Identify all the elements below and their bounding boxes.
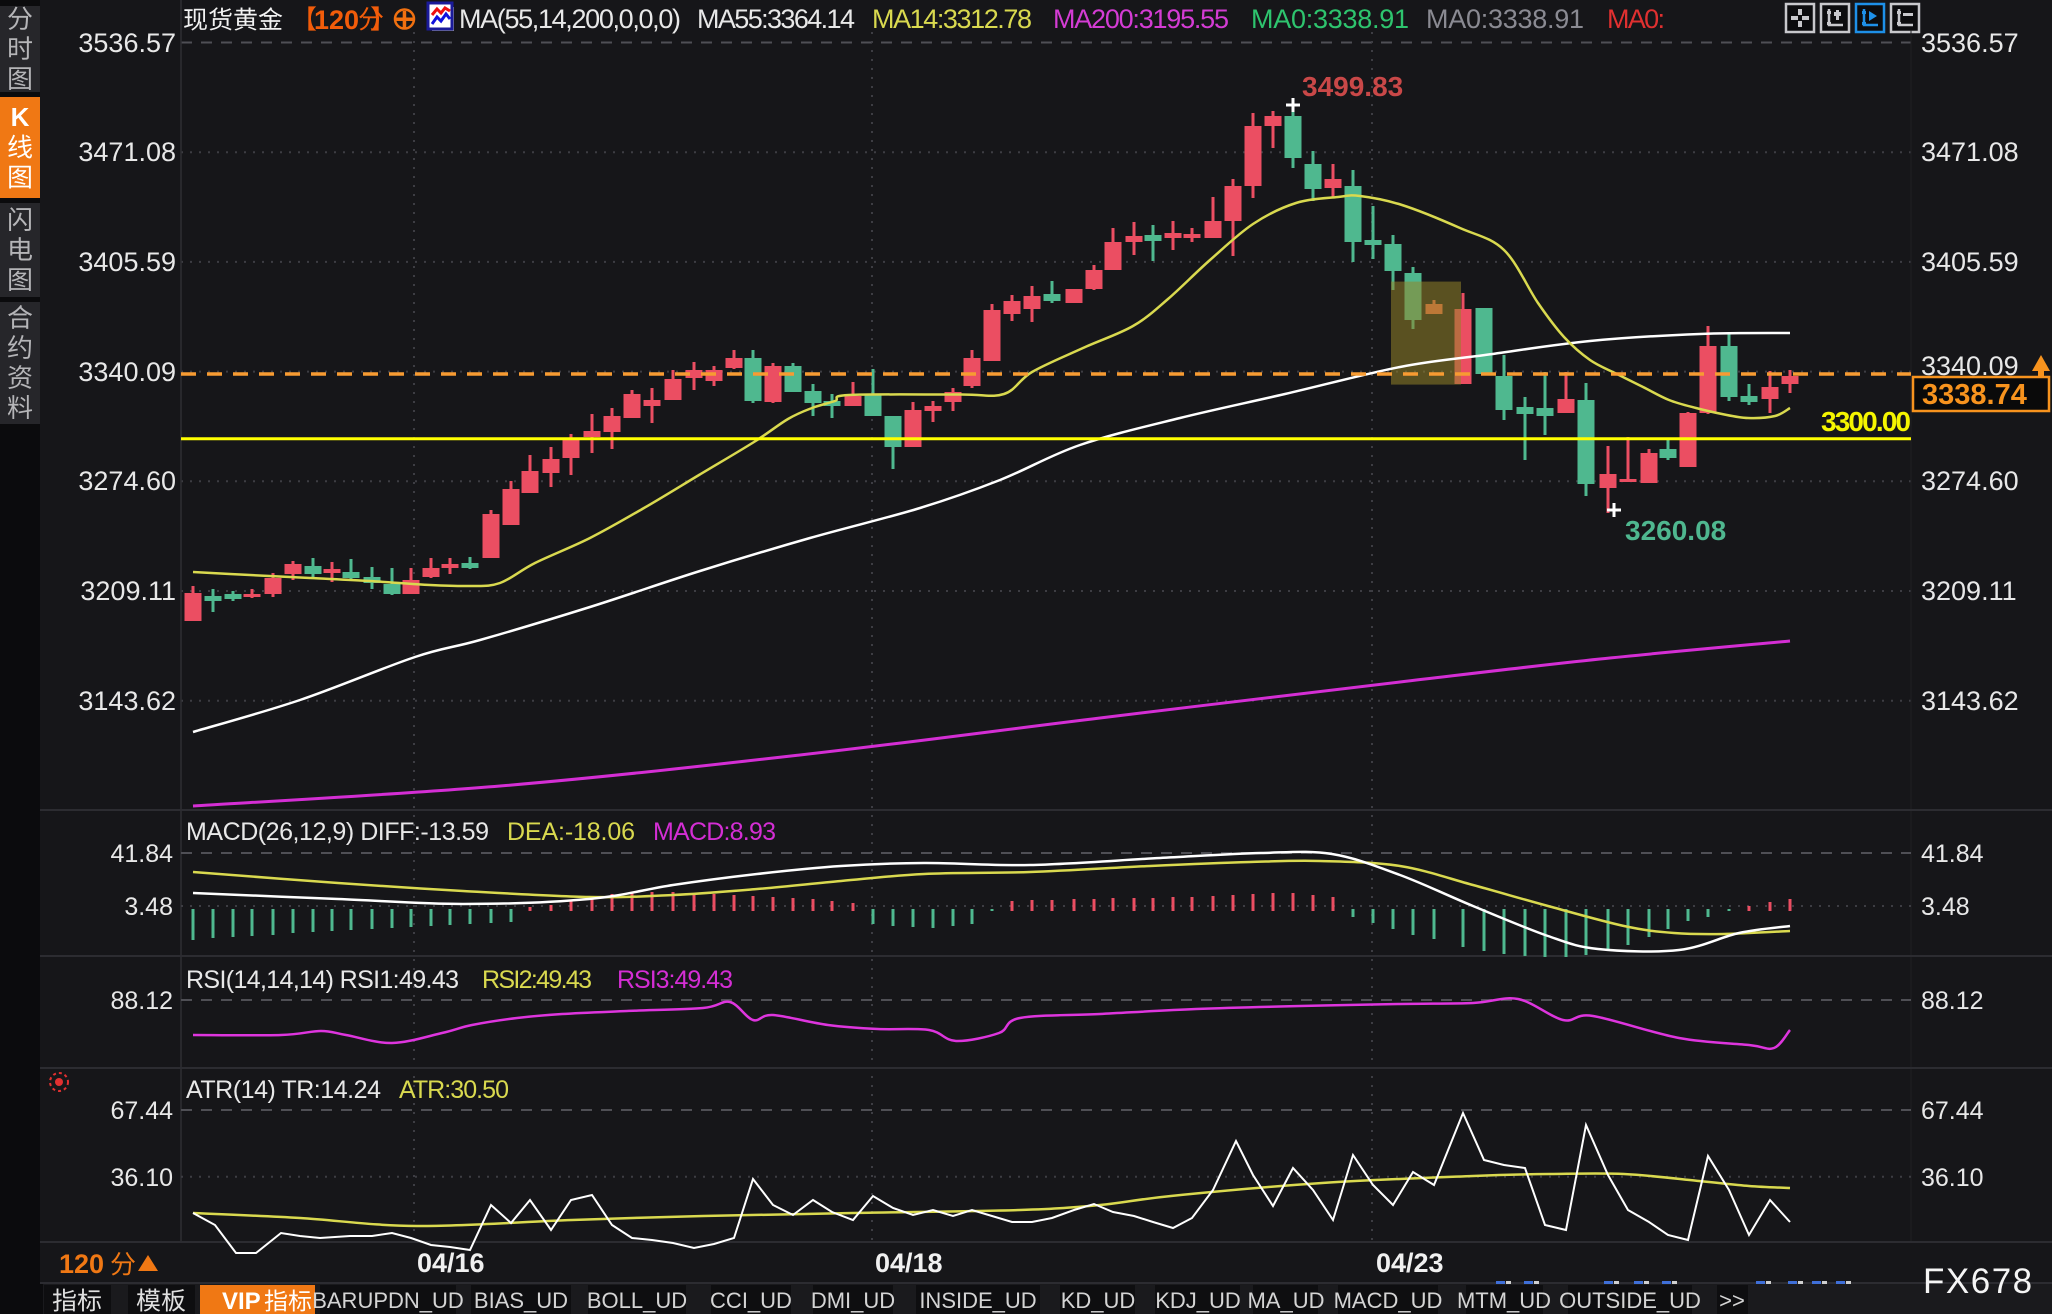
svg-text:88.12: 88.12 bbox=[1921, 987, 1984, 1015]
svg-text:3536.57: 3536.57 bbox=[78, 28, 176, 58]
svg-text:MA(55,14,200,0,0,0): MA(55,14,200,0,0,0) bbox=[459, 4, 681, 34]
svg-text:04/16: 04/16 bbox=[417, 1248, 485, 1278]
svg-text:3499.83: 3499.83 bbox=[1302, 71, 1403, 102]
svg-text:K: K bbox=[11, 102, 30, 132]
svg-text:3536.57: 3536.57 bbox=[1921, 28, 2019, 58]
svg-text:INSIDE_UD: INSIDE_UD bbox=[919, 1288, 1036, 1313]
svg-text:BOLL_UD: BOLL_UD bbox=[587, 1288, 687, 1313]
svg-text:3340.09: 3340.09 bbox=[78, 357, 176, 387]
svg-text:3209.11: 3209.11 bbox=[1921, 576, 2017, 606]
svg-text:>>: >> bbox=[1719, 1288, 1745, 1313]
svg-text:ATR(14) TR:14.24: ATR(14) TR:14.24 bbox=[186, 1076, 381, 1104]
svg-text:3260.08: 3260.08 bbox=[1625, 515, 1726, 546]
svg-text:FX678: FX678 bbox=[1923, 1262, 2034, 1301]
svg-text:RSI3:49.43: RSI3:49.43 bbox=[617, 966, 733, 994]
svg-text:BIAS_UD: BIAS_UD bbox=[474, 1288, 568, 1313]
svg-text:MA0:3338.91: MA0:3338.91 bbox=[1251, 4, 1409, 34]
svg-text:3.48: 3.48 bbox=[124, 893, 173, 921]
svg-text:KD_UD: KD_UD bbox=[1061, 1288, 1136, 1313]
svg-text:MACD:8.93: MACD:8.93 bbox=[653, 818, 776, 846]
svg-text:MACD_UD: MACD_UD bbox=[1334, 1288, 1443, 1313]
svg-text:67.44: 67.44 bbox=[110, 1097, 173, 1125]
svg-text:3471.08: 3471.08 bbox=[78, 137, 176, 167]
svg-text:MA0:: MA0: bbox=[1607, 4, 1665, 34]
svg-text:3143.62: 3143.62 bbox=[78, 686, 176, 716]
svg-text:MTM_UD: MTM_UD bbox=[1457, 1288, 1551, 1313]
svg-text:RSI(14,14,14) RSI1:49.43: RSI(14,14,14) RSI1:49.43 bbox=[186, 966, 459, 994]
svg-text:3.48: 3.48 bbox=[1921, 893, 1970, 921]
svg-text:DEA:-18.06: DEA:-18.06 bbox=[507, 818, 635, 846]
svg-text:RSI2:49.43: RSI2:49.43 bbox=[482, 966, 592, 994]
svg-text:41.84: 41.84 bbox=[110, 840, 173, 868]
svg-text:KDJ_UD: KDJ_UD bbox=[1155, 1288, 1241, 1313]
svg-text:3274.60: 3274.60 bbox=[78, 466, 176, 496]
svg-text:04/23: 04/23 bbox=[1376, 1248, 1444, 1278]
svg-text:67.44: 67.44 bbox=[1921, 1097, 1984, 1125]
svg-text:BARUPDN_UD: BARUPDN_UD bbox=[312, 1288, 464, 1313]
svg-text:MACD(26,12,9) DIFF:-13.59: MACD(26,12,9) DIFF:-13.59 bbox=[186, 818, 489, 846]
svg-text:MA200:3195.55: MA200:3195.55 bbox=[1053, 4, 1229, 34]
svg-text:3405.59: 3405.59 bbox=[78, 247, 176, 277]
svg-text:120: 120 bbox=[314, 5, 359, 35]
svg-text:120: 120 bbox=[59, 1249, 104, 1279]
svg-text:3300.00: 3300.00 bbox=[1821, 406, 1911, 437]
svg-text:36.10: 36.10 bbox=[110, 1164, 173, 1192]
svg-text:CCI_UD: CCI_UD bbox=[710, 1288, 792, 1313]
svg-text:DMI_UD: DMI_UD bbox=[811, 1288, 895, 1313]
svg-text:MA14:3312.78: MA14:3312.78 bbox=[872, 4, 1032, 34]
svg-text:36.10: 36.10 bbox=[1921, 1164, 1984, 1192]
svg-text:3274.60: 3274.60 bbox=[1921, 466, 2019, 496]
svg-text:3209.11: 3209.11 bbox=[80, 576, 176, 606]
svg-text:3143.62: 3143.62 bbox=[1921, 686, 2019, 716]
svg-text:MA55:3364.14: MA55:3364.14 bbox=[697, 4, 855, 34]
svg-text:41.84: 41.84 bbox=[1921, 840, 1984, 868]
svg-text:OUTSIDE_UD: OUTSIDE_UD bbox=[1559, 1288, 1701, 1313]
svg-text:04/18: 04/18 bbox=[875, 1248, 943, 1278]
svg-text:MA_UD: MA_UD bbox=[1247, 1288, 1324, 1313]
svg-text:3338.74: 3338.74 bbox=[1922, 379, 2027, 411]
svg-text:3405.59: 3405.59 bbox=[1921, 247, 2019, 277]
svg-text:3471.08: 3471.08 bbox=[1921, 137, 2019, 167]
svg-text:ATR:30.50: ATR:30.50 bbox=[399, 1076, 509, 1104]
svg-text:VIP: VIP bbox=[222, 1288, 261, 1314]
svg-text:MA0:3338.91: MA0:3338.91 bbox=[1426, 4, 1584, 34]
svg-text:88.12: 88.12 bbox=[110, 987, 173, 1015]
